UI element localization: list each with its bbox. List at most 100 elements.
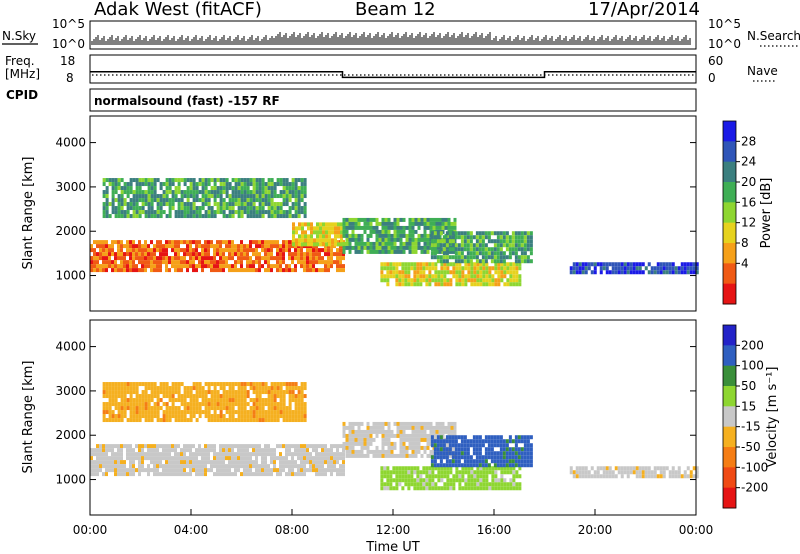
echo-cell (240, 260, 243, 265)
echo-cell (117, 256, 120, 261)
echo-cell (282, 390, 286, 395)
echo-cell (240, 264, 243, 269)
echo-cell (494, 278, 498, 283)
echo-cell (195, 468, 198, 473)
echo-cell (300, 206, 304, 211)
echo-cell (518, 274, 522, 279)
echo-cell (156, 214, 160, 219)
echo-cell (677, 470, 681, 475)
echo-cell (433, 451, 437, 456)
y-tick-label: 1000 (55, 269, 86, 283)
echo-cell (144, 182, 148, 187)
echo-cell (520, 231, 524, 236)
echo-cell (301, 238, 304, 243)
echo-cell (174, 248, 177, 253)
echo-cell (108, 414, 112, 419)
echo-cell (162, 210, 166, 215)
echo-cell (192, 210, 196, 215)
echo-cell (282, 260, 285, 265)
echo-cell (491, 470, 495, 475)
echo-cell (337, 226, 340, 231)
echo-cell (357, 425, 361, 430)
echo-cell (273, 206, 277, 211)
echo-cell (514, 243, 518, 248)
echo-cell (153, 414, 157, 419)
echo-cell (237, 190, 241, 195)
echo-cell (222, 252, 225, 257)
echo-cell (216, 252, 219, 257)
echo-cell (249, 414, 253, 419)
echo-cell (336, 260, 339, 265)
echo-cell (608, 470, 612, 475)
echo-cell (502, 443, 506, 448)
echo-cell (129, 206, 133, 211)
echo-cell (487, 463, 491, 468)
echo-cell (144, 252, 147, 257)
echo-cell (279, 456, 282, 461)
echo-cell (96, 460, 99, 465)
echo-cell (401, 266, 405, 271)
echo-cell (120, 268, 123, 273)
echo-cell (261, 190, 265, 195)
echo-cell (408, 221, 412, 226)
echo-cell (386, 470, 390, 475)
echo-cell (429, 221, 433, 226)
echo-cell (417, 449, 421, 454)
echo-cell (671, 474, 675, 479)
echo-cell (219, 468, 222, 473)
echo-cell (228, 414, 232, 419)
echo-cell (144, 398, 148, 403)
echo-cell (482, 466, 486, 471)
echo-cell (291, 186, 295, 191)
echo-cell (99, 252, 102, 257)
echo-cell (294, 394, 298, 399)
echo-cell (264, 460, 267, 465)
echo-cell (499, 251, 503, 256)
echo-cell (378, 229, 382, 234)
echo-cell (270, 240, 273, 245)
echo-cell (132, 198, 136, 203)
echo-cell (120, 414, 124, 419)
echo-cell (497, 270, 501, 275)
echo-cell (147, 190, 151, 195)
echo-cell (234, 190, 238, 195)
echo-cell (399, 233, 403, 238)
echo-cell (475, 447, 479, 452)
echo-cell (285, 410, 289, 415)
echo-cell (602, 262, 606, 267)
echo-cell (177, 382, 181, 387)
echo-cell (192, 394, 196, 399)
echo-cell (249, 264, 252, 269)
echo-cell (222, 248, 225, 253)
echo-cell (339, 252, 342, 257)
echo-cell (216, 202, 220, 207)
echo-cell (430, 443, 434, 448)
echo-cell (270, 214, 274, 219)
echo-cell (411, 425, 415, 430)
echo-cell (180, 268, 183, 273)
echo-cell (342, 241, 346, 246)
echo-cell (445, 243, 449, 248)
echo-cell (261, 248, 264, 253)
echo-cell (430, 239, 434, 244)
echo-cell (442, 243, 446, 248)
echo-cell (444, 233, 448, 238)
echo-cell (312, 456, 315, 461)
echo-cell (279, 178, 283, 183)
echo-cell (291, 206, 295, 211)
echo-cell (398, 474, 402, 479)
echo-cell (402, 445, 406, 450)
echo-cell (475, 243, 479, 248)
echo-cell (174, 456, 177, 461)
echo-cell (408, 237, 412, 242)
echo-cell (387, 221, 391, 226)
echo-cell (198, 444, 201, 449)
echo-cell (426, 425, 430, 430)
echo-cell (252, 406, 256, 411)
echo-cell (117, 390, 121, 395)
echo-cell (375, 449, 379, 454)
echo-cell (443, 474, 447, 479)
echo-cell (105, 194, 109, 199)
echo-cell (195, 406, 199, 411)
echo-cell (457, 459, 461, 464)
